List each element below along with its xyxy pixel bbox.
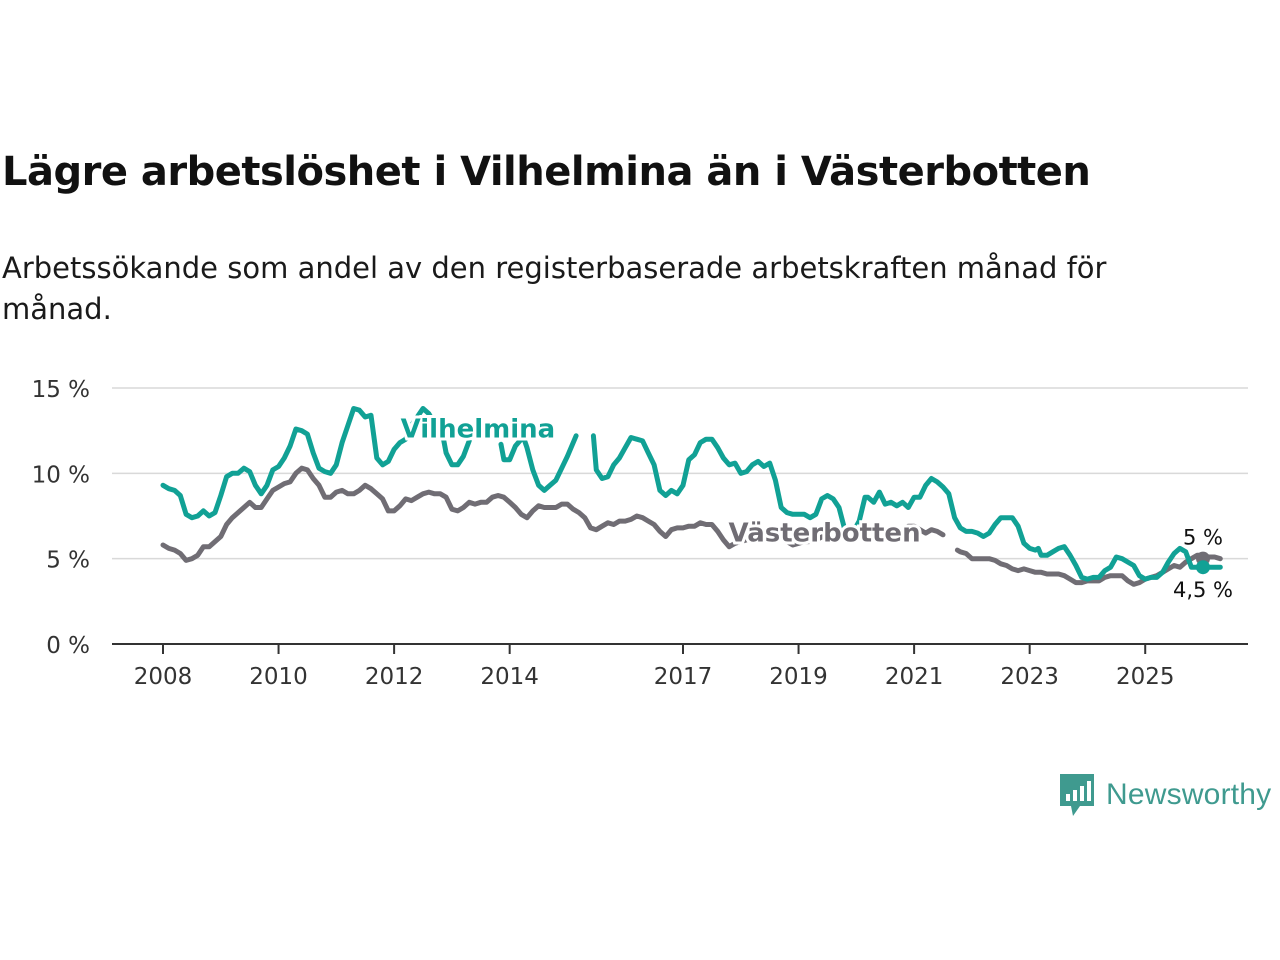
line-chart: 0 %5 %10 %15 % 2008 2010 2012 2014 2017 2019 2… [32, 377, 1248, 690]
y-tick-label: 10 % [32, 462, 90, 488]
x-tick-label: 2019 [769, 664, 828, 690]
brand-name: Newsworthy [1106, 778, 1272, 811]
series-line-vilhelmina [160, 406, 1223, 582]
y-axis-ticks: 0 % 5 % 10 % 15 % [32, 377, 90, 659]
x-tick-label: 2025 [1116, 664, 1175, 690]
x-tick-label: 2023 [1000, 664, 1059, 690]
chart-title: Lägre arbetslöshet i Vilhelmina än i Väs… [2, 149, 1091, 195]
newsworthy-brand: Newsworthy [1058, 772, 1271, 818]
newsworthy-logo-icon [1060, 774, 1094, 816]
series-label-vasterbotten: Västerbotten [729, 518, 921, 548]
series-lines [160, 406, 1223, 587]
x-tick-label: 2014 [480, 664, 539, 690]
x-tick-label: 2012 [365, 664, 424, 690]
y-tick-label: 0 % [46, 633, 90, 659]
x-axis: 2008 2010 2012 2014 2017 2019 2021 2023 2025 [112, 643, 1248, 690]
y-tick-label: 15 % [32, 377, 90, 403]
series-labels: Vilhelmina Västerbotten 5 % 4,5 % [398, 411, 1233, 602]
x-tick-label: 2008 [134, 664, 193, 690]
grid-lines [112, 387, 1248, 560]
chart-subtitle: Arbetssökande som andel av den registerb… [2, 251, 1107, 326]
y-tick-label: 5 % [46, 548, 90, 574]
x-tick-label: 2021 [885, 664, 944, 690]
series-line-vsterbotten [160, 465, 1223, 587]
series-label-vilhelmina: Vilhelmina [401, 414, 556, 444]
x-tick-label: 2010 [249, 664, 308, 690]
x-tick-label: 2017 [654, 664, 713, 690]
end-value-label-vilhelmina: 4,5 % [1173, 578, 1233, 602]
end-value-label-vasterbotten: 5 % [1183, 526, 1223, 550]
end-marker-vilhelmina [1196, 560, 1210, 575]
